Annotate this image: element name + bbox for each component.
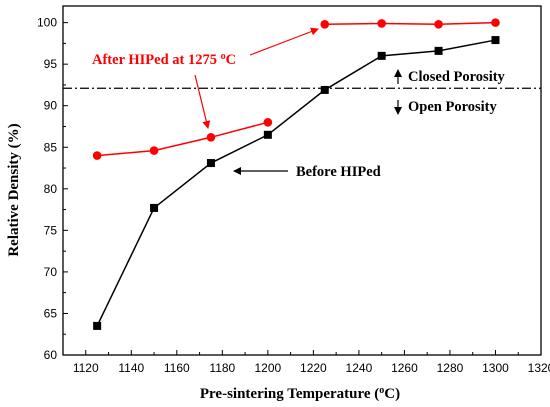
y-tick-label: 70 xyxy=(44,265,58,279)
data-point-1 xyxy=(93,321,102,330)
x-tick-label: 1140 xyxy=(118,361,144,375)
data-point-1 xyxy=(491,36,500,45)
data-point-0 xyxy=(263,118,273,127)
data-point-0 xyxy=(491,18,500,27)
y-tick-label: 60 xyxy=(44,348,58,362)
data-point-0 xyxy=(320,19,330,29)
y-tick-label: 75 xyxy=(44,223,58,237)
data-point-0 xyxy=(92,151,102,160)
data-point-0 xyxy=(377,19,386,28)
y-tick-label: 65 xyxy=(44,306,58,320)
data-point-0 xyxy=(434,19,443,29)
y-tick-label: 100 xyxy=(37,16,57,30)
x-tick-label: 1280 xyxy=(437,361,464,375)
y-tick-label: 80 xyxy=(44,182,58,196)
closed-porosity-label: Closed Porosity xyxy=(408,69,506,85)
after-arrow-up xyxy=(249,27,319,56)
series-line-1 xyxy=(96,39,496,327)
x-tick-label: 1160 xyxy=(164,361,190,375)
y-axis-title: Relative Density (%) xyxy=(6,123,22,256)
plot-frame xyxy=(62,5,542,356)
data-point-1 xyxy=(320,85,329,94)
data-point-1 xyxy=(263,130,272,139)
series-line-0 xyxy=(97,121,269,157)
series-line-0 xyxy=(324,21,496,26)
x-tick-label: 1260 xyxy=(391,361,418,375)
data-point-1 xyxy=(377,51,386,60)
x-tick-label: 1120 xyxy=(73,361,99,375)
data-point-0 xyxy=(149,146,159,155)
data-point-1 xyxy=(434,46,443,55)
x-tick-label: 1320 xyxy=(528,361,550,375)
y-tick-label: 85 xyxy=(44,140,58,154)
x-tick-label: 1180 xyxy=(209,361,235,375)
x-tick-label: 1240 xyxy=(346,361,373,375)
before-hiped-annotation: Before HIPed xyxy=(296,164,381,180)
y-tick-label: 95 xyxy=(44,57,58,71)
x-tick-label: 1200 xyxy=(255,361,282,375)
x-axis-title: Pre-sintering Temperature (oC) xyxy=(200,385,400,403)
after-hiped-annotation: After HIPed at 1275 oC xyxy=(92,51,236,69)
x-tick-label: 1300 xyxy=(482,361,509,375)
y-tick-label: 90 xyxy=(44,99,58,113)
data-point-0 xyxy=(206,132,216,142)
x-tick-label: 1220 xyxy=(300,361,327,375)
data-point-1 xyxy=(150,203,159,212)
after-arrow-down xyxy=(194,74,211,129)
open-porosity-label: Open Porosity xyxy=(408,99,497,115)
data-point-1 xyxy=(206,159,215,168)
